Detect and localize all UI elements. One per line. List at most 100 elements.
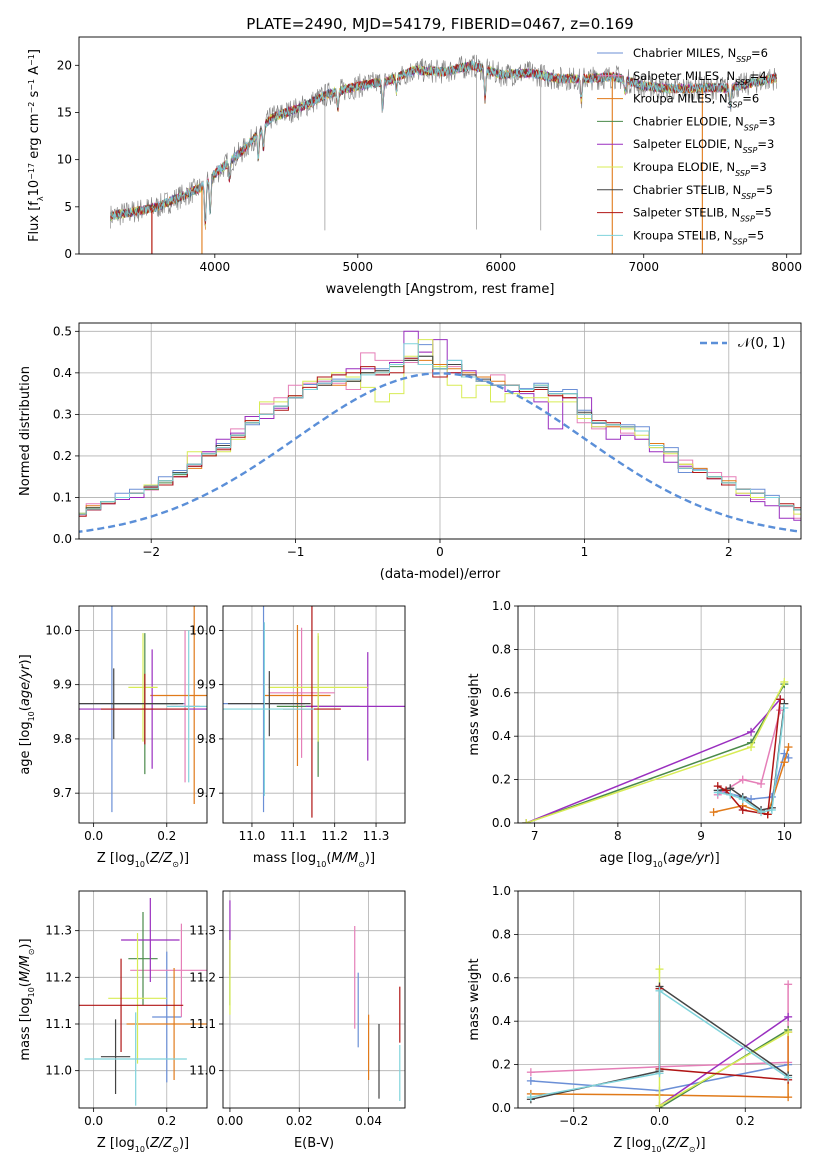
x-axis-label: wavelength [Angstrom, rest frame] <box>326 282 555 297</box>
y-tick-label: 9.7 <box>197 786 216 800</box>
x-tick-label: −1 <box>287 545 305 559</box>
plot-area <box>79 606 207 813</box>
histogram-chabrier_stelib <box>79 355 801 515</box>
y-tick-label: 20 <box>57 58 72 72</box>
x-tick-label: 5000 <box>343 260 374 274</box>
axes-frame <box>78 605 208 824</box>
normal-curve <box>79 372 801 533</box>
histogram-kroupa_stelib <box>79 343 801 515</box>
x-tick-label: 10 <box>777 829 792 843</box>
legend-label-chabrier_stelib: Chabrier STELIB, NSSP=5 <box>633 183 773 201</box>
y-axis-label: mass [log10(M/M⊙)] <box>18 938 36 1060</box>
y-tick-label: 0.8 <box>492 927 511 941</box>
plot-area <box>229 900 401 1101</box>
y-tick-label: 0.4 <box>492 1014 511 1028</box>
x-tick-label: 0.0 <box>84 829 103 843</box>
plot-area <box>79 898 207 1106</box>
histogram-salpeter_miles <box>79 351 801 519</box>
axes-frame <box>222 605 406 824</box>
plot-area <box>526 965 793 1108</box>
plot-area <box>79 330 801 533</box>
y-tick-label: 11.0 <box>45 1064 72 1078</box>
legend-label-kroupa_elodie: Kroupa ELODIE, NSSP=3 <box>633 160 767 178</box>
y-tick-label: 11.3 <box>189 924 216 938</box>
x-axis-label: mass [log10(M/M⊙)] <box>253 851 375 869</box>
histogram-kroupa_elodie <box>79 339 801 515</box>
y-tick-label: 15 <box>57 105 72 119</box>
y-tick-label: 0.6 <box>492 686 511 700</box>
weight-line-kroupa_miles <box>530 1032 789 1098</box>
axes-frame <box>222 890 406 1109</box>
legend-label-salpeter_elodie: Salpeter ELODIE, NSSP=3 <box>633 137 774 155</box>
y-tick-label: 1.0 <box>492 884 511 898</box>
legend-label-salpeter_stelib: Salpeter STELIB, NSSP=5 <box>633 206 772 224</box>
y-tick-label: 5 <box>64 200 72 214</box>
y-tick-label: 0.0 <box>492 816 511 830</box>
y-tick-label: 0.4 <box>53 366 72 380</box>
y-tick-label: 11.3 <box>45 924 72 938</box>
weight-line-kroupa_stelib <box>530 989 789 1098</box>
legend-label-salpeter_miles: Salpeter MILES, NSSP=4 <box>633 69 767 87</box>
y-tick-label: 10.0 <box>45 623 72 637</box>
x-axis-label: Z [log10(Z/Z⊙)] <box>613 1136 705 1154</box>
x-tick-label: 0.0 <box>84 1114 103 1128</box>
y-tick-label: 11.2 <box>45 970 72 984</box>
legend-label-normal: 𝒩(0, 1) <box>738 336 785 351</box>
x-tick-label: 11.2 <box>321 829 348 843</box>
x-tick-label: 8 <box>614 829 622 843</box>
legend-label-kroupa_miles: Kroupa MILES, NSSP=6 <box>633 92 759 110</box>
y-tick-label: 0 <box>64 247 72 261</box>
x-tick-label: 7 <box>531 829 539 843</box>
panel-spectrum: 4000 5000 6000 7000 8000 0 5 10 15 20 wavelength [… <box>27 36 802 297</box>
x-tick-label: 6000 <box>485 260 516 274</box>
x-tick-label: 0.2 <box>157 829 176 843</box>
spectrum-legend: Chabrier MILES, NSSP=6 Salpeter MILES, NS… <box>597 46 775 246</box>
y-tick-label: 11.1 <box>45 1017 72 1031</box>
y-tick-label: 0.3 <box>53 407 72 421</box>
weight-line-chabrier_elodie <box>526 683 786 823</box>
y-tick-label: 0.5 <box>53 324 72 338</box>
y-tick-label: 0.2 <box>53 449 72 463</box>
panel-weight_vs_Z: −0.2 0.0 0.2 0.0 0.2 0.4 0.6 0.8 1.0 Z [log10(Z/Z… <box>467 884 802 1154</box>
y-axis-label: Normed distribution <box>18 366 33 496</box>
x-tick-label: 11.1 <box>280 829 307 843</box>
axes-frame <box>517 605 802 824</box>
histogram-chabrier_elodie <box>79 355 801 515</box>
x-tick-label: −2 <box>142 545 160 559</box>
y-tick-label: 11.0 <box>189 1064 216 1078</box>
y-axis-label: mass weight <box>467 958 482 1040</box>
x-tick-label: 0.04 <box>355 1114 382 1128</box>
panel-weight_vs_age: 7 8 9 10 0.0 0.2 0.4 0.6 0.8 1.0 age [log10(age/yr… <box>467 599 802 869</box>
plot-area <box>110 54 778 254</box>
x-axis-label: (data-model)/error <box>380 567 501 582</box>
x-tick-label: −0.2 <box>559 1114 588 1128</box>
x-tick-label: 4000 <box>200 260 231 274</box>
y-tick-label: 9.9 <box>197 678 216 692</box>
panel-age_vs_mass: 11.0 11.1 11.2 11.3 9.7 9.8 9.9 10.0 mass [log10… <box>189 605 406 869</box>
legend-label-kroupa_stelib: Kroupa STELIB, NSSP=5 <box>633 228 764 246</box>
y-tick-label: 0.4 <box>492 729 511 743</box>
weight-line-salpeter_miles <box>530 984 789 1073</box>
histogram-salpeter_stelib <box>79 357 801 517</box>
histogram-salpeter_elodie <box>79 330 801 521</box>
x-axis-label: Z [log10(Z/Z⊙)] <box>97 851 189 869</box>
y-tick-label: 0.0 <box>53 532 72 546</box>
y-tick-label: 0.6 <box>492 971 511 985</box>
x-tick-label: 8000 <box>771 260 802 274</box>
y-tick-label: 9.9 <box>53 678 72 692</box>
x-tick-label: 1 <box>581 545 589 559</box>
axes-frame <box>78 36 802 255</box>
panel-mass_vs_ebv: 0.00 0.02 0.04 11.0 11.1 11.2 11.3 E(B-V) <box>189 890 406 1151</box>
x-axis-label: Z [log10(Z/Z⊙)] <box>97 1136 189 1154</box>
x-axis-label: age [log10(age/yr)] <box>599 851 719 869</box>
model-line-kroupa_stelib <box>110 60 778 222</box>
y-axis-label: Flux [fλ10−17 erg cm−2 s−1 A−1] <box>27 49 45 242</box>
x-tick-label: 0.2 <box>736 1114 755 1128</box>
legend-label-chabrier_miles: Chabrier MILES, NSSP=6 <box>633 46 768 64</box>
x-tick-label: 7000 <box>628 260 659 274</box>
x-tick-label: 0 <box>436 545 444 559</box>
plot-area <box>223 606 405 818</box>
figure-title: PLATE=2490, MJD=54179, FIBERID=0467, z=0… <box>246 15 633 33</box>
